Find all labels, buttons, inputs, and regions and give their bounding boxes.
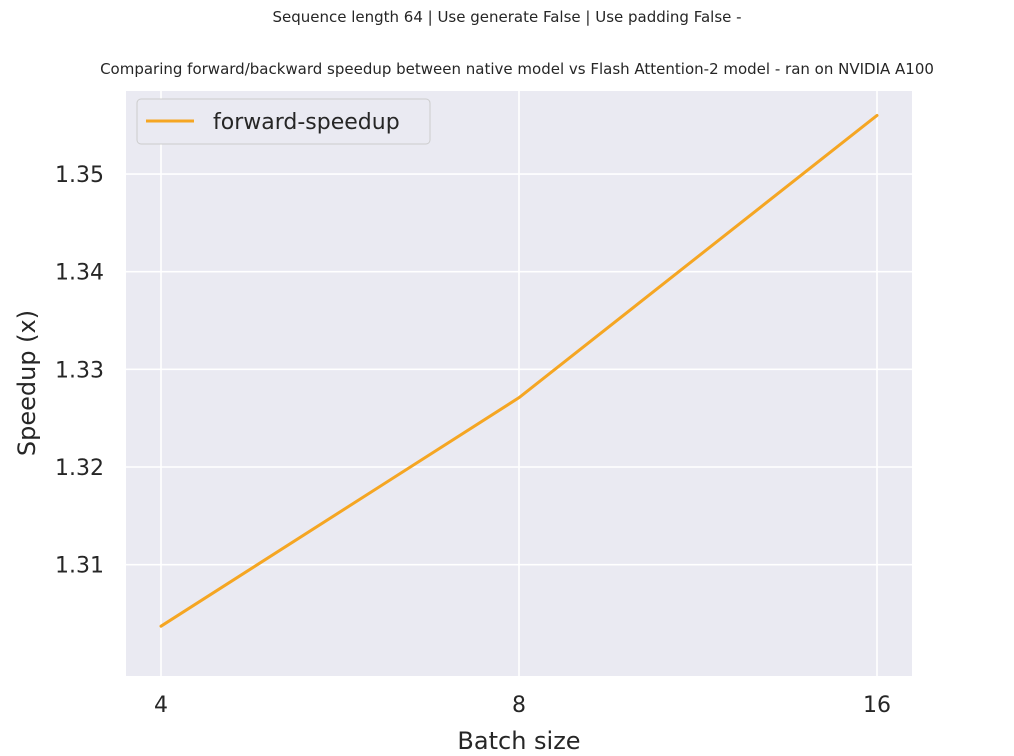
y-tick-label: 1.31: [55, 554, 104, 579]
x-tick-labels: 4 8 16: [154, 693, 891, 718]
series-group: [159, 113, 879, 628]
legend: forward-speedup: [136, 98, 431, 145]
y-tick-label: 1.35: [55, 163, 104, 188]
y-axis-label: Speedup (x): [13, 310, 41, 456]
y-tick-labels: 1.31 1.32 1.33 1.34 1.35: [55, 163, 104, 579]
x-tick-label: 16: [863, 693, 891, 718]
y-tick-label: 1.33: [55, 358, 104, 383]
chart-title: Comparing forward/backward speedup betwe…: [100, 60, 934, 78]
series-line-forward-speedup: [159, 113, 879, 628]
grid-lines: [126, 91, 912, 676]
chart-suptitle: Sequence length 64 | Use generate False …: [272, 8, 742, 26]
y-tick-label: 1.34: [55, 261, 104, 286]
x-axis-label: Batch size: [457, 727, 580, 755]
legend-label-forward-speedup: forward-speedup: [213, 110, 400, 135]
x-tick-label: 8: [512, 693, 526, 718]
legend-box: [136, 98, 431, 145]
y-tick-label: 1.32: [55, 456, 104, 481]
x-tick-label: 4: [154, 693, 168, 718]
